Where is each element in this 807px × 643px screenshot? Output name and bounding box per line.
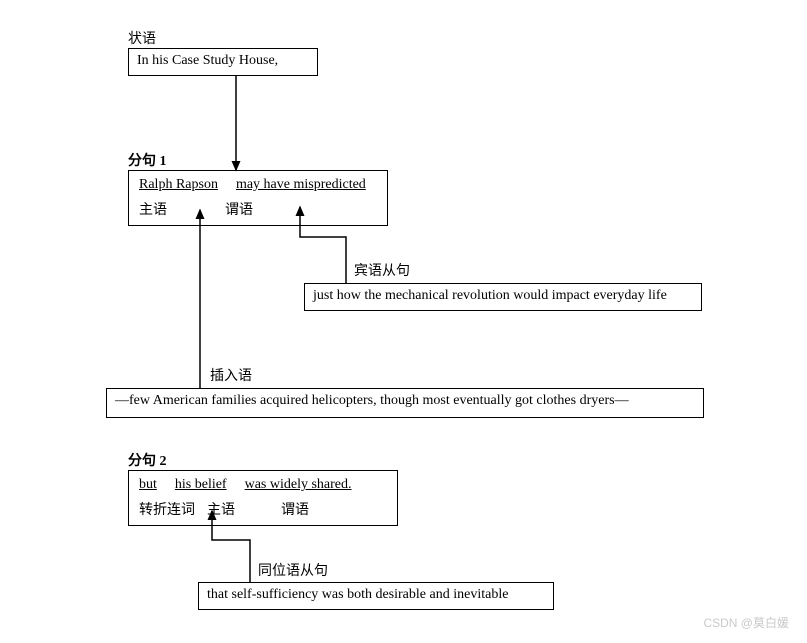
clause2-subject-text: his belief [175,477,227,493]
clause1-predicate-label: 谓语 [225,199,253,219]
clause1-predicate-text: may have mispredicted [236,177,366,193]
clause1-box: Ralph Rapson may have mispredicted 主语 谓语 [128,170,388,226]
parenthetical-label: 插入语 [210,365,252,385]
clause2-subject-label: 主语 [207,499,235,519]
object-clause-text: just how the mechanical revolution would… [313,288,667,303]
clause2-conj-label: 转折连词 [139,499,195,519]
adverbial-text: In his Case Study House, [137,53,278,68]
appositive-clause-label: 同位语从句 [258,560,328,580]
parenthetical-box: —few American families acquired helicopt… [106,388,704,418]
arrow-layer [0,0,807,643]
clause2-predicate-label: 谓语 [281,499,309,519]
clause1-subject-label: 主语 [139,199,167,219]
object-clause-box: just how the mechanical revolution would… [304,283,702,311]
object-clause-label: 宾语从句 [354,260,410,280]
clause1-subject-text: Ralph Rapson [139,177,218,193]
clause2-label: 分句 2 [128,450,167,470]
clause2-conj-text: but [139,477,157,493]
clause2-box: but his belief was widely shared. 转折连词 主… [128,470,398,526]
adverbial-label: 状语 [128,28,156,48]
clause1-label: 分句 1 [128,150,167,170]
watermark: CSDN @莫白媛 [703,614,789,631]
clause2-predicate-text: was widely shared. [245,477,352,493]
appositive-clause-text: that self-sufficiency was both desirable… [207,587,508,602]
appositive-clause-box: that self-sufficiency was both desirable… [198,582,554,610]
adverbial-box: In his Case Study House, [128,48,318,76]
parenthetical-text: —few American families acquired helicopt… [115,393,629,408]
